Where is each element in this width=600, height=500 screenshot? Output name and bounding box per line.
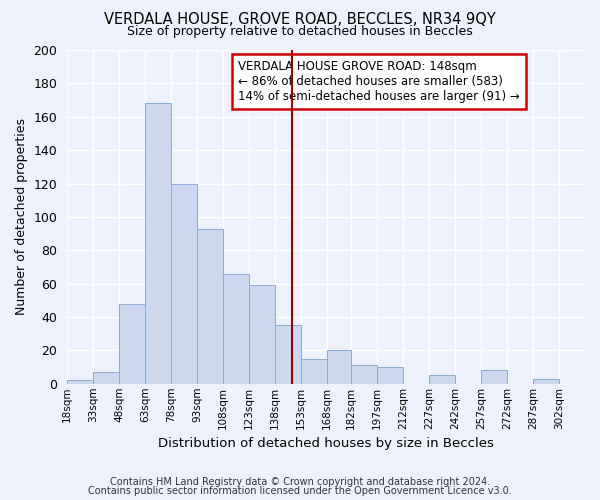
Bar (119, 304, 145, 384)
Bar (275, 326, 301, 384)
Bar (171, 184, 197, 384)
Text: Size of property relative to detached houses in Beccles: Size of property relative to detached ho… (127, 25, 473, 38)
Bar (197, 228, 223, 384)
Bar (249, 286, 275, 384)
Text: VERDALA HOUSE, GROVE ROAD, BECCLES, NR34 9QY: VERDALA HOUSE, GROVE ROAD, BECCLES, NR34… (104, 12, 496, 28)
Bar (223, 274, 249, 384)
Bar (377, 367, 403, 384)
Text: VERDALA HOUSE GROVE ROAD: 148sqm
← 86% of detached houses are smaller (583)
14% : VERDALA HOUSE GROVE ROAD: 148sqm ← 86% o… (238, 60, 520, 103)
Bar (327, 350, 351, 384)
Bar (429, 376, 455, 384)
Bar (351, 366, 377, 384)
Y-axis label: Number of detached properties: Number of detached properties (15, 118, 28, 316)
Bar (301, 358, 327, 384)
Bar (145, 104, 171, 384)
Text: Contains public sector information licensed under the Open Government Licence v3: Contains public sector information licen… (88, 486, 512, 496)
Bar (93, 372, 119, 384)
Text: Contains HM Land Registry data © Crown copyright and database right 2024.: Contains HM Land Registry data © Crown c… (110, 477, 490, 487)
Bar (481, 370, 507, 384)
Bar (67, 380, 93, 384)
Bar (533, 379, 559, 384)
X-axis label: Distribution of detached houses by size in Beccles: Distribution of detached houses by size … (158, 437, 494, 450)
